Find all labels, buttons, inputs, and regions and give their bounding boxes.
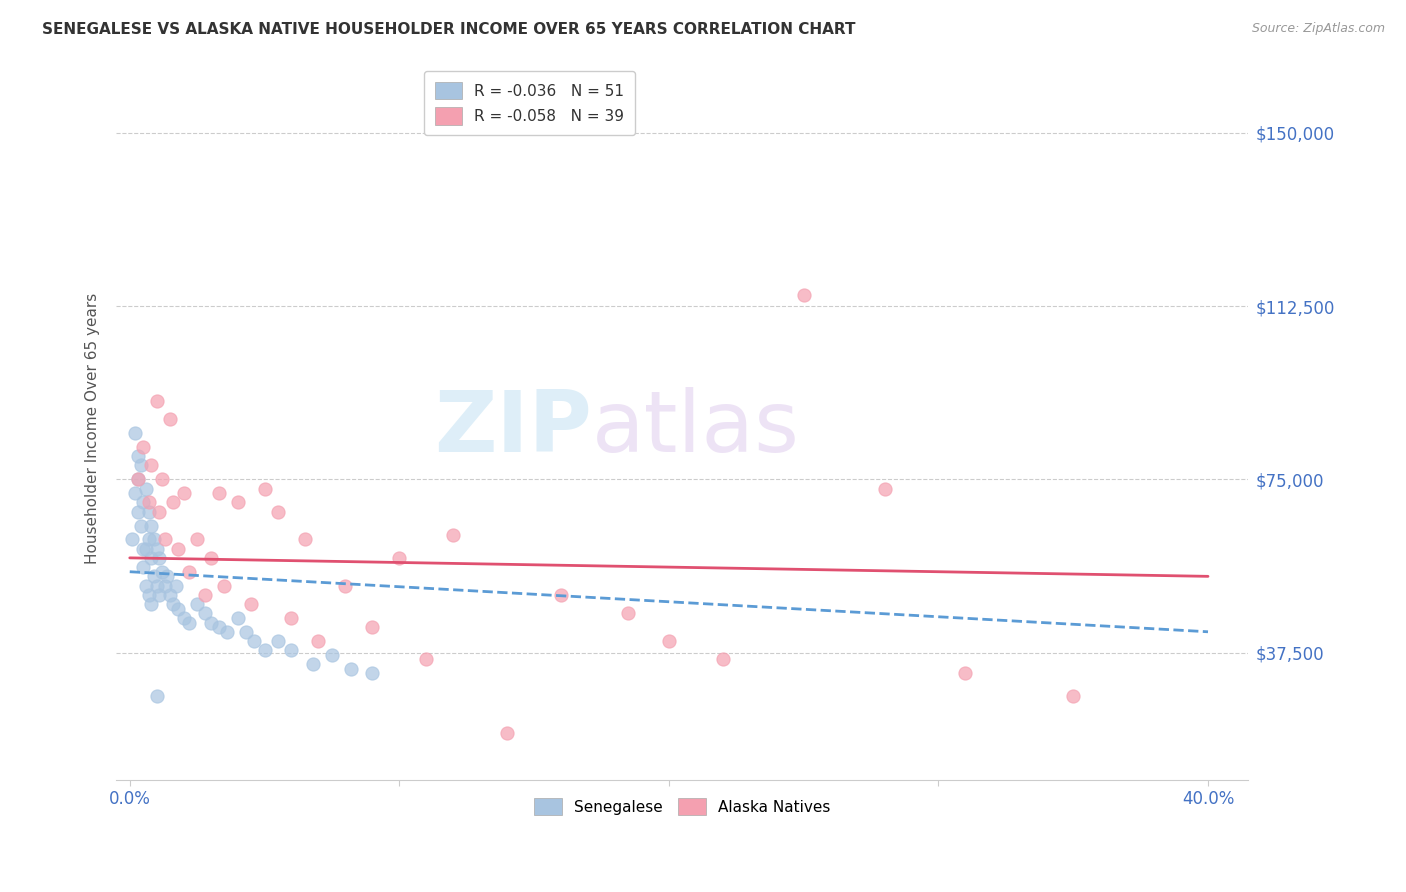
Point [235,624,257,639]
Point [145,393,167,408]
Point [135,482,157,496]
Point [194,607,217,621]
Point [194,588,217,602]
Point [1062,690,1084,704]
Y-axis label: Householder Income Over 65 years: Householder Income Over 65 years [86,293,100,564]
Point [240,597,263,611]
Point [388,550,411,565]
Point [127,472,149,486]
Text: atlas: atlas [592,387,800,470]
Point [127,449,149,463]
Point [167,541,190,556]
Point [302,657,325,672]
Point [148,505,170,519]
Point [711,652,734,666]
Point [873,482,896,496]
Point [200,550,222,565]
Point [159,588,181,602]
Point [167,601,190,615]
Point [138,533,160,547]
Point [135,578,157,592]
Point [321,648,343,662]
Point [156,569,179,583]
Point [145,578,167,592]
Point [148,588,170,602]
Point [294,533,316,547]
Point [145,541,167,556]
Point [496,726,519,740]
Point [132,440,155,454]
Point [143,569,166,583]
Point [267,505,290,519]
Point [253,643,276,657]
Point [143,533,166,547]
Point [267,634,290,648]
Point [162,495,184,509]
Point [361,666,384,681]
Point [153,578,176,592]
Point [307,634,329,648]
Point [215,624,238,639]
Point [132,560,155,574]
Point [339,662,361,676]
Point [208,620,231,634]
Point [955,666,977,681]
Point [165,578,187,592]
Point [226,495,249,509]
Point [121,533,143,547]
Point [550,588,572,602]
Point [280,643,302,657]
Point [129,518,152,533]
Point [124,426,146,441]
Point [177,615,200,630]
Point [141,550,163,565]
Point [242,634,264,648]
Text: Source: ZipAtlas.com: Source: ZipAtlas.com [1251,22,1385,36]
Point [159,412,181,426]
Point [280,611,302,625]
Point [127,472,149,486]
Point [415,652,437,666]
Point [173,486,195,500]
Legend: Senegalese, Alaska Natives: Senegalese, Alaska Natives [526,789,839,824]
Point [441,528,464,542]
Point [135,541,157,556]
Point [658,634,681,648]
Point [162,597,184,611]
Point [361,620,384,634]
Point [124,486,146,500]
Point [186,533,208,547]
Point [177,565,200,579]
Point [132,541,155,556]
Point [148,550,170,565]
Point [253,482,276,496]
Point [150,472,173,486]
Point [335,578,357,592]
Point [132,495,155,509]
Point [200,615,222,630]
Point [617,607,640,621]
Point [153,533,176,547]
Point [141,518,163,533]
Point [793,287,815,301]
Point [138,505,160,519]
Point [208,486,231,500]
Point [212,578,235,592]
Text: SENEGALESE VS ALASKA NATIVE HOUSEHOLDER INCOME OVER 65 YEARS CORRELATION CHART: SENEGALESE VS ALASKA NATIVE HOUSEHOLDER … [42,22,856,37]
Text: ZIP: ZIP [434,387,592,470]
Point [141,458,163,473]
Point [226,611,249,625]
Point [141,597,163,611]
Point [138,495,160,509]
Point [145,690,167,704]
Point [150,565,173,579]
Point [186,597,208,611]
Point [173,611,195,625]
Point [129,458,152,473]
Point [138,588,160,602]
Point [127,505,149,519]
